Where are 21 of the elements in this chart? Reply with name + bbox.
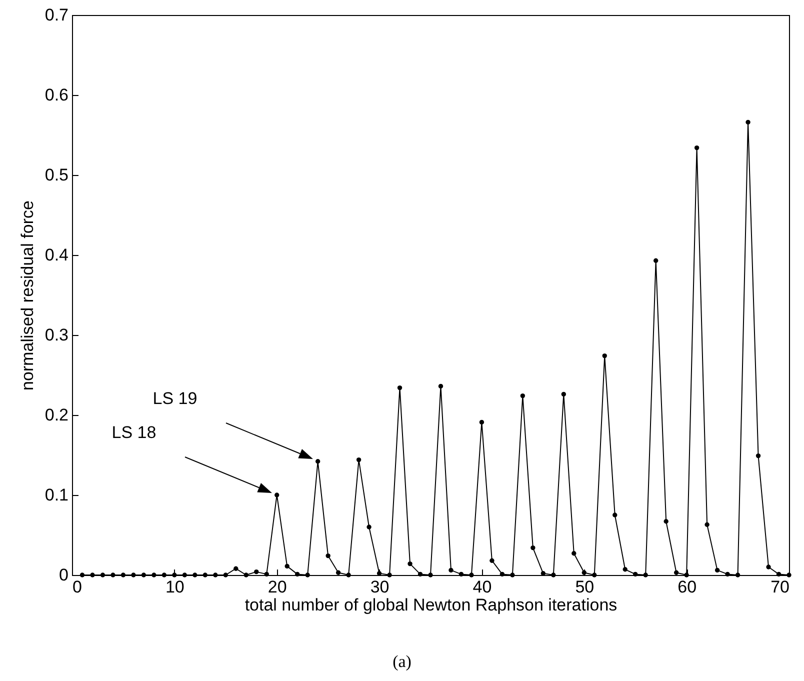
x-tick-label: 10 bbox=[165, 578, 184, 596]
x-axis-title: total number of global Newton Raphson iterations bbox=[244, 596, 618, 614]
annotation: LS 18 bbox=[112, 423, 156, 442]
x-tick-label: 20 bbox=[268, 578, 287, 596]
x-tick-label: 30 bbox=[370, 578, 390, 596]
x-tick-label: 40 bbox=[472, 578, 492, 596]
x-tick-label: 0 bbox=[72, 578, 82, 596]
text: (a) bbox=[392, 652, 412, 672]
annotation: LS 19 bbox=[152, 389, 198, 408]
y-axis-title: normalised residual force bbox=[18, 200, 37, 390]
y-tick-label: 0.7 bbox=[44, 6, 68, 24]
y-tick-label: 0.6 bbox=[44, 86, 68, 104]
y-tick-label: 0.2 bbox=[44, 406, 68, 424]
y-tick-label: 0.3 bbox=[44, 326, 68, 344]
x-tick-label: 50 bbox=[575, 578, 594, 596]
y-tick-label: 0.1 bbox=[44, 486, 68, 504]
y-tick-label: 0.5 bbox=[44, 166, 68, 184]
x-tick-label: 60 bbox=[678, 578, 697, 596]
y-tick-label: 0.4 bbox=[44, 246, 68, 264]
y-tick-label: 0 bbox=[59, 566, 68, 584]
x-tick-label: 70 bbox=[770, 578, 790, 596]
